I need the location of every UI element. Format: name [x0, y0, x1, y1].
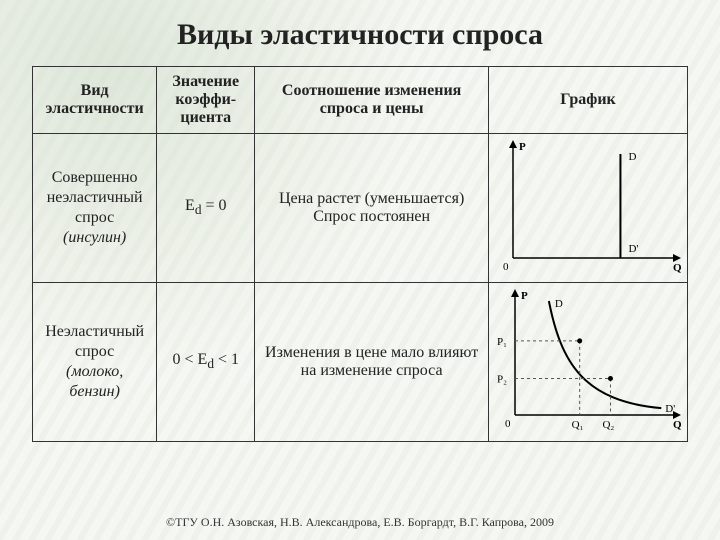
svg-text:Q₂: Q₂: [602, 419, 614, 431]
svg-text:Q: Q: [673, 262, 682, 274]
svg-text:0: 0: [503, 261, 509, 273]
row1-name: Неэластичный спрос (молоко, бензин): [33, 283, 157, 442]
elasticity-table: Вид эластичности Значение коэффи-циента …: [32, 66, 688, 442]
header-coef: Значение коэффи-циента: [157, 67, 255, 134]
svg-text:D': D': [665, 403, 675, 415]
svg-text:0: 0: [505, 418, 511, 430]
svg-text:D: D: [555, 298, 563, 310]
header-graph: График: [488, 67, 687, 134]
svg-text:P₂: P₂: [497, 374, 507, 386]
header-relation: Соотношение изменения спроса и цены: [255, 67, 489, 134]
svg-text:P: P: [521, 290, 528, 302]
footer-text: ©ТГУ О.Н. Азовская, Н.В. Александрова, Е…: [0, 515, 720, 530]
row1-name-example: (молоко, бензин): [66, 363, 123, 400]
row1-coef: 0 < Ed < 1: [157, 283, 255, 442]
row0-name: Совершенно неэластичный спрос (инсулин): [33, 134, 157, 283]
table-row: Неэластичный спрос (молоко, бензин) 0 < …: [33, 283, 688, 442]
row0-graph: P Q 0 D D': [488, 134, 687, 283]
row1-graph: P Q 0 D D' P₁ P₂ Q₁ Q₂: [488, 283, 687, 442]
table-row: Совершенно неэластичный спрос (инсулин) …: [33, 134, 688, 283]
header-type: Вид эластичности: [33, 67, 157, 134]
svg-text:P: P: [519, 141, 526, 153]
svg-text:P₁: P₁: [497, 336, 507, 348]
row0-name-main: Совершенно неэластичный спрос: [47, 169, 143, 226]
row0-name-example: (инсулин): [63, 229, 126, 246]
svg-text:D': D': [628, 243, 638, 255]
svg-text:Q₁: Q₁: [572, 419, 584, 431]
svg-text:D: D: [628, 151, 636, 163]
page-title: Виды эластичности спроса: [32, 18, 688, 52]
row1-name-main: Неэластичный спрос: [45, 323, 144, 360]
row0-coef: Ed = 0: [157, 134, 255, 283]
row0-relation: Цена растет (уменьшается) Спрос постояне…: [255, 134, 489, 283]
row1-relation: Изменения в цене мало влияют на изменени…: [255, 283, 489, 442]
svg-text:Q: Q: [673, 419, 682, 431]
